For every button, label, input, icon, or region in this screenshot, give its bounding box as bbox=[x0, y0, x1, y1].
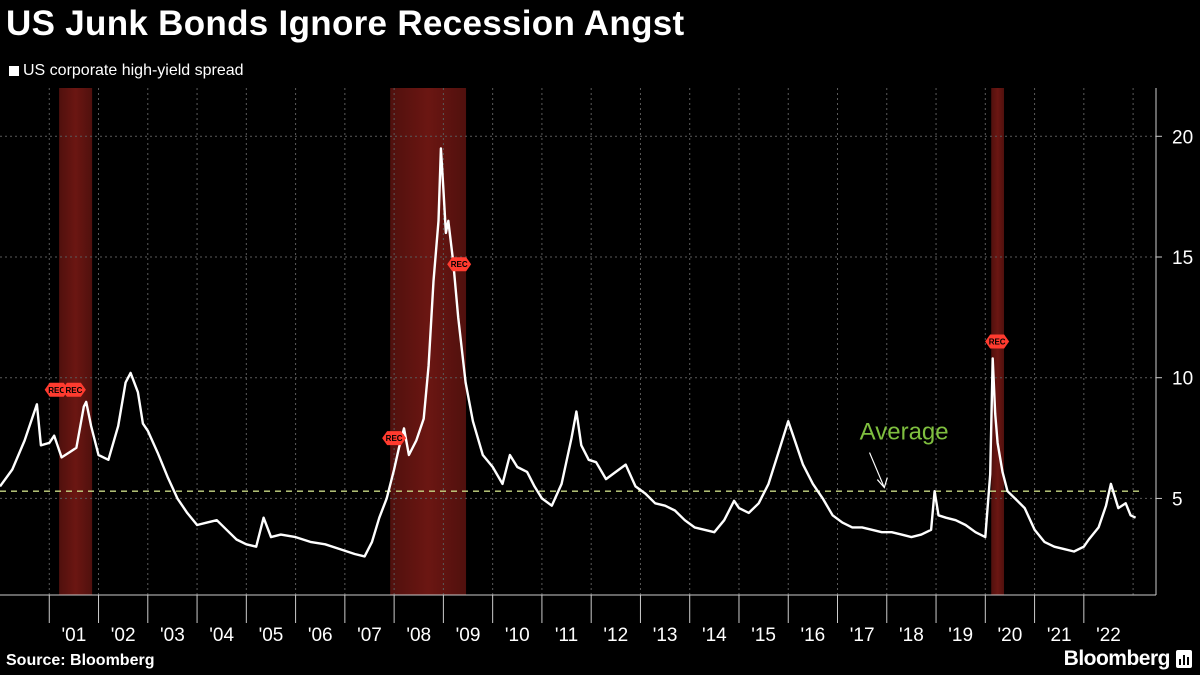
rec-marker: REC bbox=[985, 334, 1010, 349]
rec-marker: REC bbox=[382, 431, 407, 446]
y-tick-label: 10 bbox=[1172, 369, 1193, 390]
rec-marker-label: REC bbox=[65, 386, 82, 395]
x-tick-label: '06 bbox=[308, 625, 333, 646]
x-tick-label: '15 bbox=[751, 625, 776, 646]
rec-marker-label: REC bbox=[386, 434, 403, 443]
x-tick-label: '20 bbox=[998, 625, 1023, 646]
x-tick-label: '16 bbox=[800, 625, 825, 646]
rec-marker-shape bbox=[61, 382, 86, 397]
rec-marker: REC bbox=[447, 257, 472, 272]
x-tick-label: '07 bbox=[357, 625, 382, 646]
x-tick-label: '13 bbox=[653, 625, 678, 646]
legend-label: US corporate high-yield spread bbox=[23, 62, 244, 79]
average-label: Average bbox=[860, 418, 949, 445]
x-tick-label: '02 bbox=[111, 625, 136, 646]
x-tick-label: '05 bbox=[259, 625, 284, 646]
legend: US corporate high-yield spread bbox=[9, 62, 244, 80]
x-tick-label: '12 bbox=[603, 625, 628, 646]
brand-logo: Bloomberg bbox=[1064, 647, 1192, 671]
x-tick-label: '10 bbox=[505, 625, 530, 646]
x-tick-label: '11 bbox=[555, 625, 578, 646]
chart-title: US Junk Bonds Ignore Recession Angst bbox=[6, 4, 685, 43]
rec-marker-shape bbox=[447, 257, 472, 272]
bloomberg-bars-icon bbox=[1176, 650, 1192, 668]
average-arrow bbox=[868, 452, 885, 488]
x-tick-label: '01 bbox=[62, 625, 87, 646]
x-tick-label: '19 bbox=[948, 625, 973, 646]
average-arrow-head bbox=[876, 477, 888, 489]
source-note: Source: Bloomberg bbox=[6, 652, 155, 669]
rec-marker: REC bbox=[44, 382, 69, 397]
rec-marker: REC bbox=[61, 382, 86, 397]
y-tick-label: 15 bbox=[1172, 248, 1193, 269]
rec-marker-shape bbox=[985, 334, 1010, 349]
x-tick-label: '04 bbox=[209, 625, 234, 646]
y-tick-label: 5 bbox=[1172, 489, 1183, 510]
rec-marker-shape bbox=[44, 382, 69, 397]
x-tick-label: '22 bbox=[1096, 625, 1121, 646]
recession-band bbox=[59, 88, 93, 595]
x-tick-label: '17 bbox=[850, 625, 875, 646]
x-tick-label: '08 bbox=[406, 625, 431, 646]
legend-swatch bbox=[9, 66, 19, 76]
rec-marker-label: REC bbox=[989, 338, 1006, 347]
x-tick-label: '03 bbox=[160, 625, 185, 646]
rec-marker-label: REC bbox=[48, 386, 65, 395]
spread-series-line bbox=[0, 147, 1137, 558]
recession-band bbox=[390, 88, 467, 595]
rec-marker-shape bbox=[382, 431, 407, 446]
y-tick-label: 20 bbox=[1172, 127, 1193, 148]
x-tick-label: '14 bbox=[702, 625, 727, 646]
x-tick-label: '21 bbox=[1047, 625, 1072, 646]
x-tick-label: '09 bbox=[456, 625, 481, 646]
rec-marker-label: REC bbox=[451, 260, 468, 269]
brand-name: Bloomberg bbox=[1063, 647, 1171, 670]
x-tick-label: '18 bbox=[899, 625, 924, 646]
